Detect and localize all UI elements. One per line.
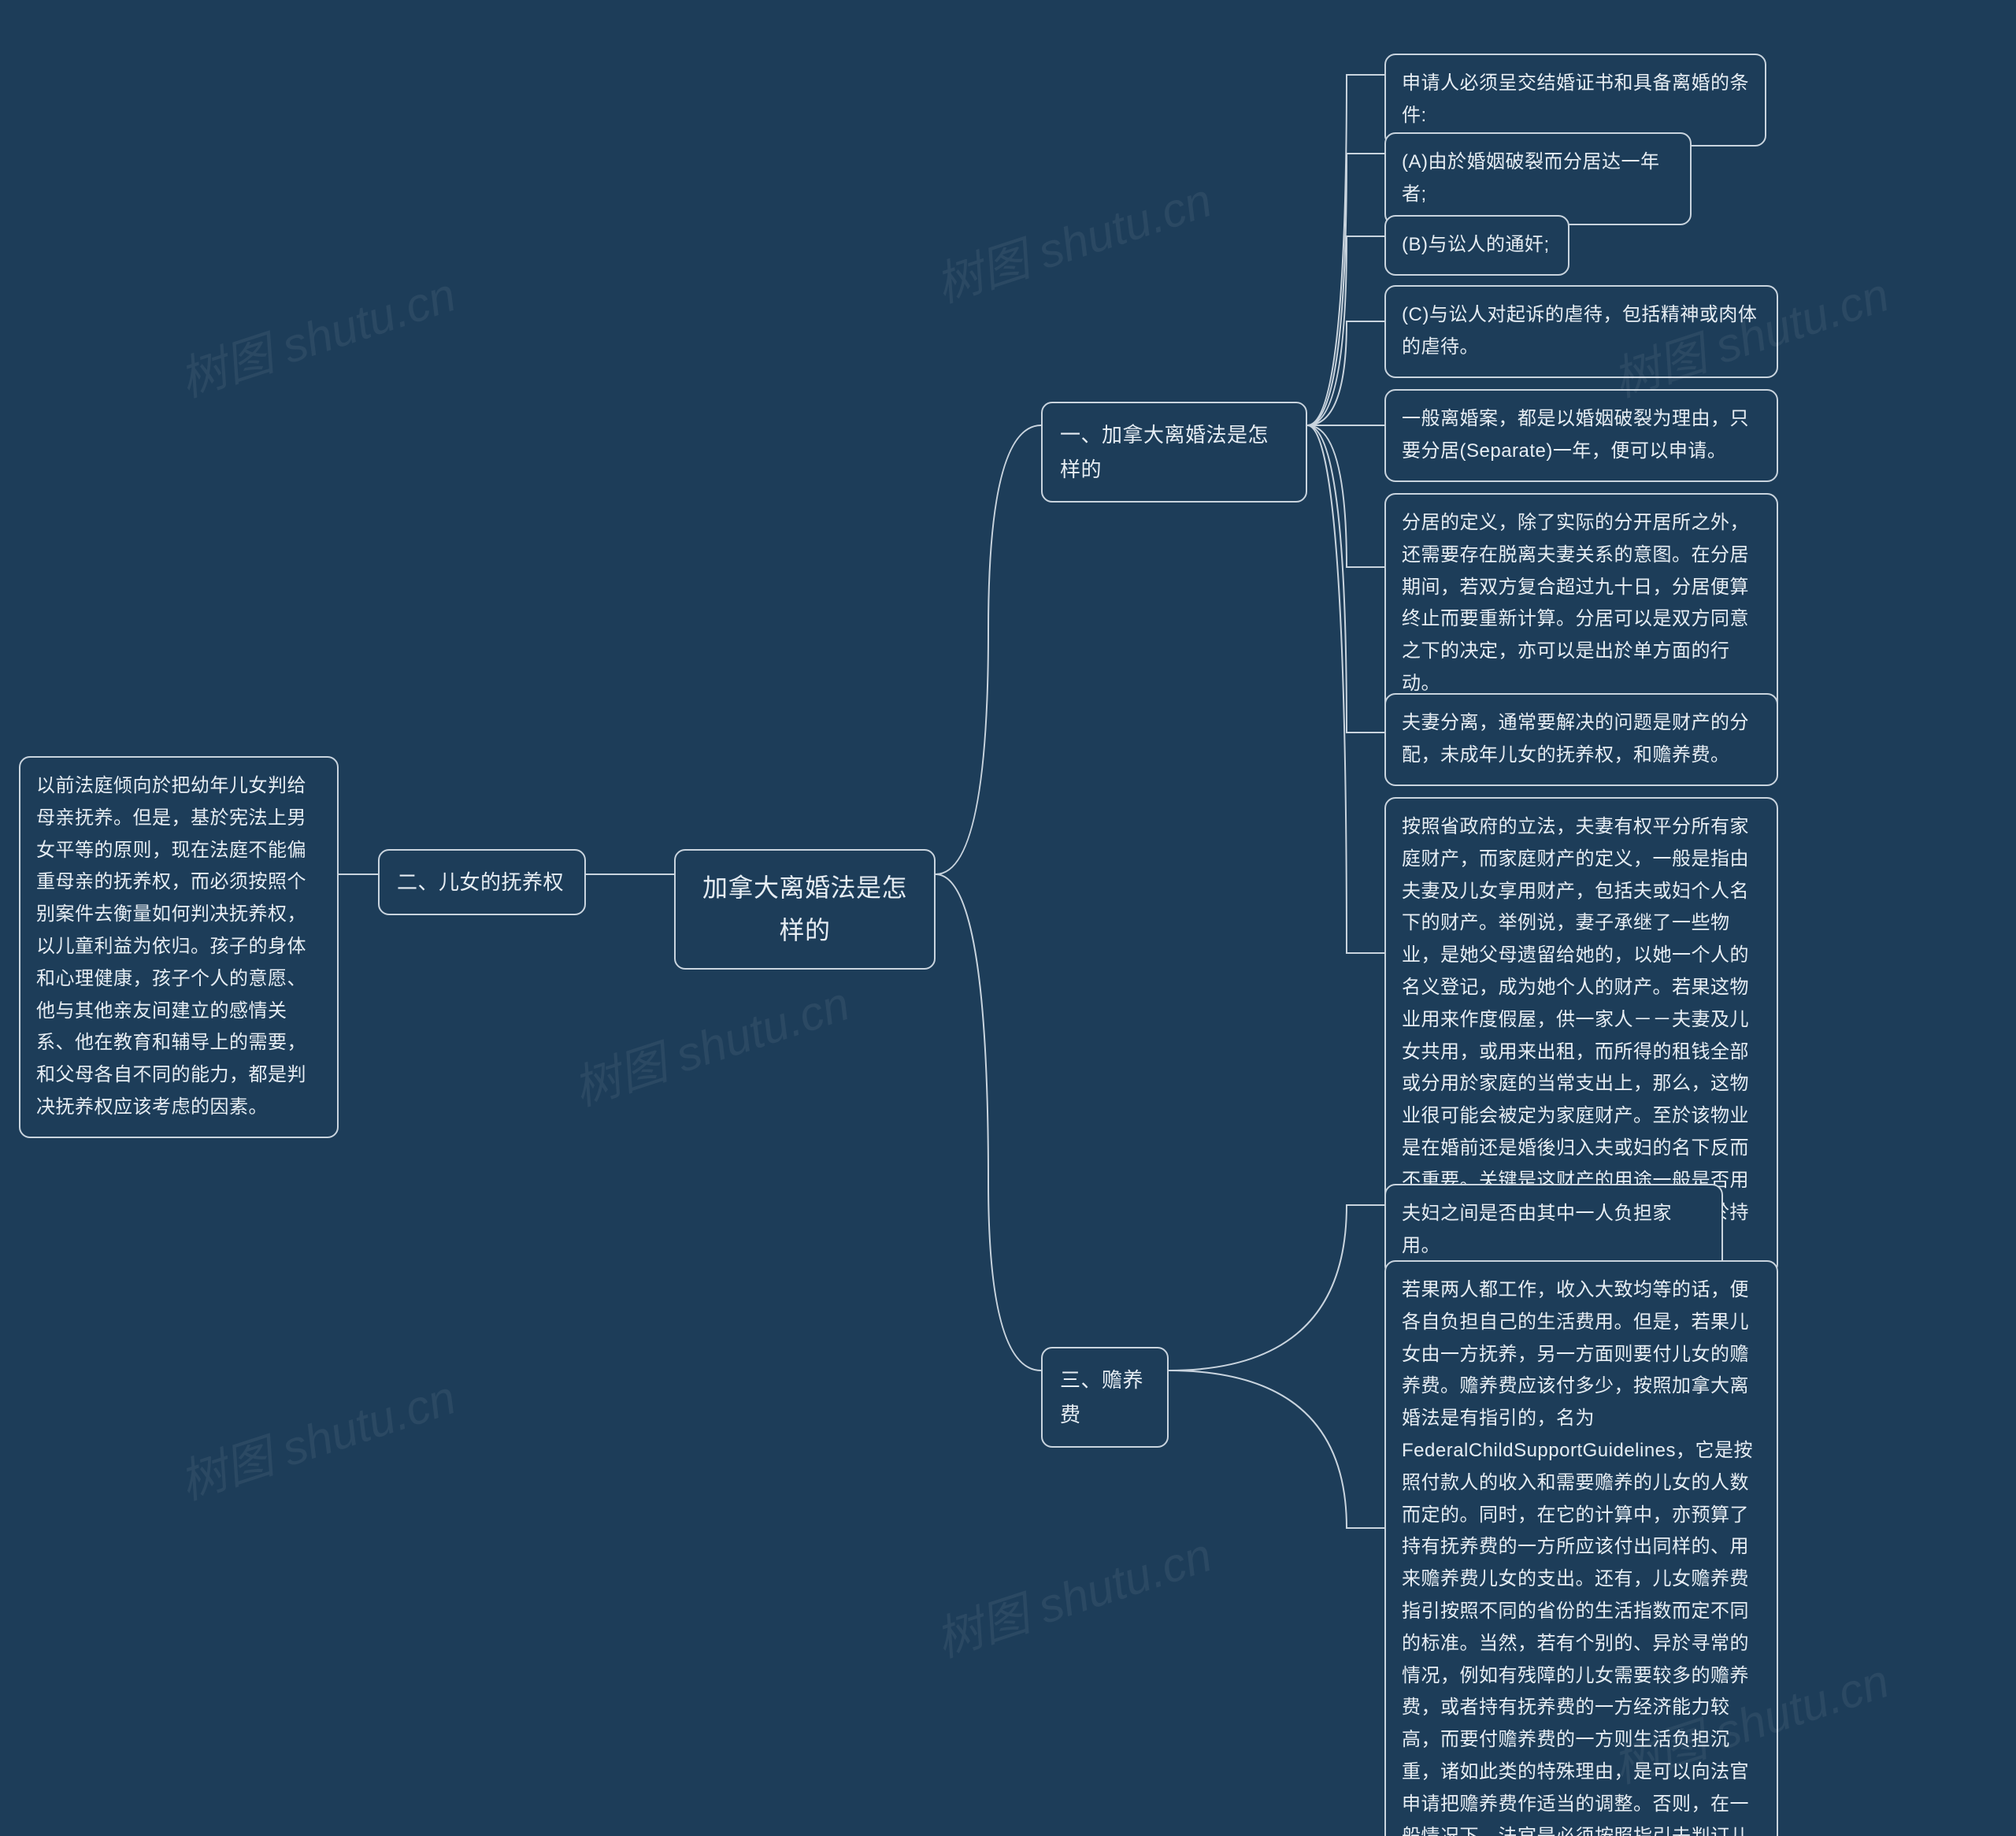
section-one-leaf-2: (B)与讼人的通奸; — [1384, 215, 1569, 276]
watermark: 树图 shutu.cn — [169, 1359, 463, 1513]
watermark: 树图 shutu.cn — [169, 257, 463, 410]
section-one-leaf-1: (A)由於婚姻破裂而分居达一年者; — [1384, 132, 1692, 225]
section-three: 三、赡养费 — [1041, 1347, 1169, 1448]
watermark: 树图 shutu.cn — [925, 162, 1219, 316]
section-three-leaf-1: 若果两人都工作，收入大致均等的话，便各自负担自己的生活费用。但是，若果儿女由一方… — [1384, 1260, 1778, 1836]
section-one-leaf-3: (C)与讼人对起诉的虐待，包括精神或肉体的虐待。 — [1384, 285, 1778, 378]
watermark: 树图 shutu.cn — [563, 966, 857, 1119]
section-one-leaf-5: 分居的定义，除了实际的分开居所之外，还需要存在脱离夫妻关系的意图。在分居期间，若… — [1384, 493, 1778, 714]
section-two-leaf: 以前法庭倾向於把幼年儿女判给母亲抚养。但是，基於宪法上男女平等的原则，现在法庭不… — [19, 756, 339, 1138]
section-one: 一、加拿大离婚法是怎样的 — [1041, 402, 1307, 503]
mindmap-canvas: 加拿大离婚法是怎样的 一、加拿大离婚法是怎样的 申请人必须呈交结婚证书和具备离婚… — [0, 0, 2016, 1836]
section-one-leaf-4: 一般离婚案，都是以婚姻破裂为理由，只要分居(Separate)一年，便可以申请。 — [1384, 389, 1778, 482]
section-two: 二、儿女的抚养权 — [378, 849, 586, 915]
section-one-leaf-6: 夫妻分离，通常要解决的问题是财产的分配，未成年儿女的抚养权，和赡养费。 — [1384, 693, 1778, 786]
watermark: 树图 shutu.cn — [925, 1517, 1219, 1671]
root-node: 加拿大离婚法是怎样的 — [674, 849, 936, 970]
